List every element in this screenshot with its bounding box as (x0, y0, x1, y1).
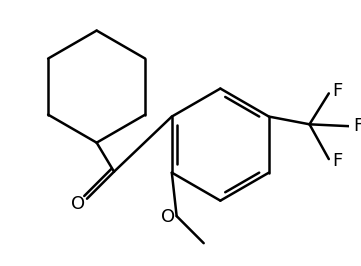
Text: F: F (332, 152, 343, 170)
Text: O: O (161, 208, 175, 226)
Text: F: F (354, 117, 361, 135)
Text: O: O (71, 194, 85, 213)
Text: F: F (332, 82, 343, 101)
